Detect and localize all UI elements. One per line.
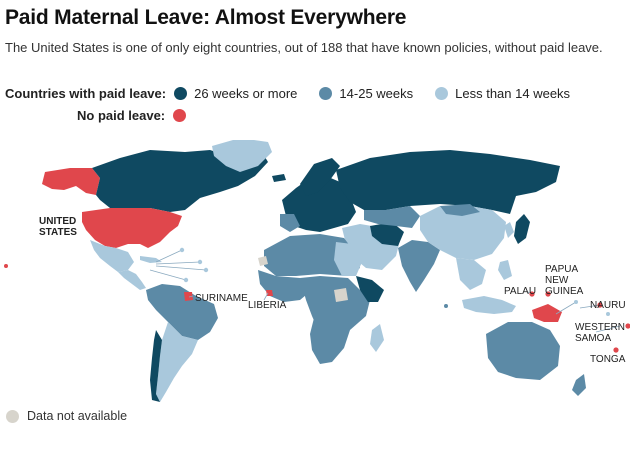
map-region-japan (514, 214, 530, 244)
map-region-greenland (212, 140, 272, 172)
chart-subtitle: The United States is one of only eight c… (5, 40, 603, 55)
chart-title: Paid Maternal Leave: Almost Everywhere (5, 6, 407, 29)
dot-palau (529, 291, 535, 297)
legend-label-26-weeks: 26 weeks or more (194, 86, 298, 101)
dot-nauru (597, 302, 603, 308)
leader-line-nauru (579, 304, 601, 309)
leader-line-pacific-1 (555, 301, 577, 315)
leader-line-suriname (188, 295, 194, 298)
map-island-dots (4, 247, 630, 353)
leader-line-caribbean-4 (149, 269, 187, 281)
label-western-samoa-line1: WESTERN (575, 322, 625, 333)
map-region-africa-east (356, 276, 384, 302)
legend-paid-label: Countries with paid leave: (5, 86, 167, 101)
leader-line-caribbean-2 (155, 261, 201, 265)
map-region-mexico (90, 240, 134, 272)
map-region-madagascar (370, 324, 384, 352)
map-region-liberia (266, 290, 273, 296)
label-united-states-line1: UNITED (39, 216, 77, 227)
map-region-europe (282, 176, 356, 232)
legend-no-paid-label: No paid leave: (77, 108, 166, 123)
legend-label-not-available: Data not available (27, 409, 128, 423)
legend-label-14-25-weeks: 14-25 weeks (339, 86, 414, 101)
label-liberia: LIBERIA (248, 300, 287, 311)
dot-pacific-1 (574, 300, 578, 304)
label-png-line2: NEW (545, 275, 569, 286)
map-region-new-zealand (572, 374, 586, 396)
label-png-line1: PAPUA (545, 264, 579, 275)
dot-pacific-2 (606, 312, 610, 316)
label-tonga: TONGA (590, 354, 626, 365)
legend-dot-less-14-weeks (435, 87, 449, 100)
map-region-united-states (82, 208, 182, 248)
label-western-samoa: WESTERN SAMOA (575, 322, 625, 344)
legend-item-26-weeks: 26 weeks or more (174, 86, 297, 101)
map-region-central-america (118, 270, 146, 290)
map-region-no-data-1 (258, 256, 268, 266)
map-region-indonesia (462, 296, 516, 314)
map-region-south-america-south (156, 322, 198, 402)
map-region-chile (150, 330, 162, 402)
legend-item-less-14-weeks: Less than 14 weeks (435, 86, 570, 101)
legend-label-less-14-weeks: Less than 14 weeks (455, 86, 571, 101)
label-united-states-line2: STATES (39, 227, 77, 238)
leader-line-pacific-2 (595, 325, 621, 333)
map-region-south-america-north (146, 284, 218, 340)
dot-tonga (613, 347, 619, 353)
label-united-states: UNITED STATES (39, 216, 77, 238)
legend-dot-no-paid (173, 109, 187, 122)
dot-caribbean-1 (179, 247, 185, 253)
legend-dot-26-weeks (174, 87, 188, 100)
world-map (4, 140, 630, 402)
legend-paid-leave: Countries with paid leave: 26 weeks or m… (5, 86, 592, 101)
map-leader-lines (149, 249, 621, 333)
label-western-samoa-line2: SAMOA (575, 333, 612, 344)
legend-dot-14-25-weeks (319, 87, 333, 100)
label-palau: PALAU (504, 286, 537, 297)
map-region-china (420, 206, 506, 260)
label-suriname: SURINAME (195, 293, 248, 304)
map-landmasses (42, 140, 586, 402)
legend-dot-not-available (6, 409, 19, 423)
map-region-caribbean (140, 256, 162, 263)
map-region-africa-south (310, 318, 350, 364)
legend-no-paid-leave: No paid leave: (77, 108, 193, 123)
map-region-alaska (42, 168, 100, 195)
map-region-egypt-sudan (334, 242, 362, 276)
dot-hawaii (4, 264, 8, 268)
map-region-australia (486, 322, 560, 380)
leader-line-caribbean-1 (155, 249, 183, 263)
map-region-scandinavia (300, 158, 340, 196)
map-region-korea (504, 222, 514, 238)
dot-caribbean-4 (183, 277, 189, 283)
map-region-iran (370, 222, 404, 246)
dot-western-samoa (625, 323, 630, 329)
dot-caribbean-3 (203, 267, 209, 273)
map-region-mongolia (440, 204, 480, 216)
map-region-russia (336, 150, 560, 214)
leader-line-liberia (263, 292, 269, 301)
map-region-central-asia (364, 206, 420, 228)
map-region-suriname (184, 292, 193, 301)
leader-line-caribbean-3 (155, 265, 207, 271)
map-region-philippines (498, 260, 512, 280)
label-papua-new-guinea: PAPUA NEW GUINEA (545, 264, 583, 297)
label-png-line3: GUINEA (545, 286, 584, 297)
legend-data-not-available: Data not available (6, 409, 127, 423)
map-region-southeast-asia (456, 258, 486, 290)
map-region-no-data-2 (334, 288, 348, 302)
map-region-iceland (272, 174, 286, 182)
map-region-canada (92, 150, 268, 212)
label-nauru: NAURU (590, 300, 626, 311)
map-region-papua-new-guinea (532, 304, 562, 322)
dot-png-marker (545, 291, 551, 297)
dot-indian-ocean (444, 304, 448, 308)
map-region-europe-west (280, 214, 300, 232)
map-region-india (398, 240, 440, 292)
legend-item-14-25-weeks: 14-25 weeks (319, 86, 413, 101)
dot-caribbean-2 (197, 259, 203, 265)
